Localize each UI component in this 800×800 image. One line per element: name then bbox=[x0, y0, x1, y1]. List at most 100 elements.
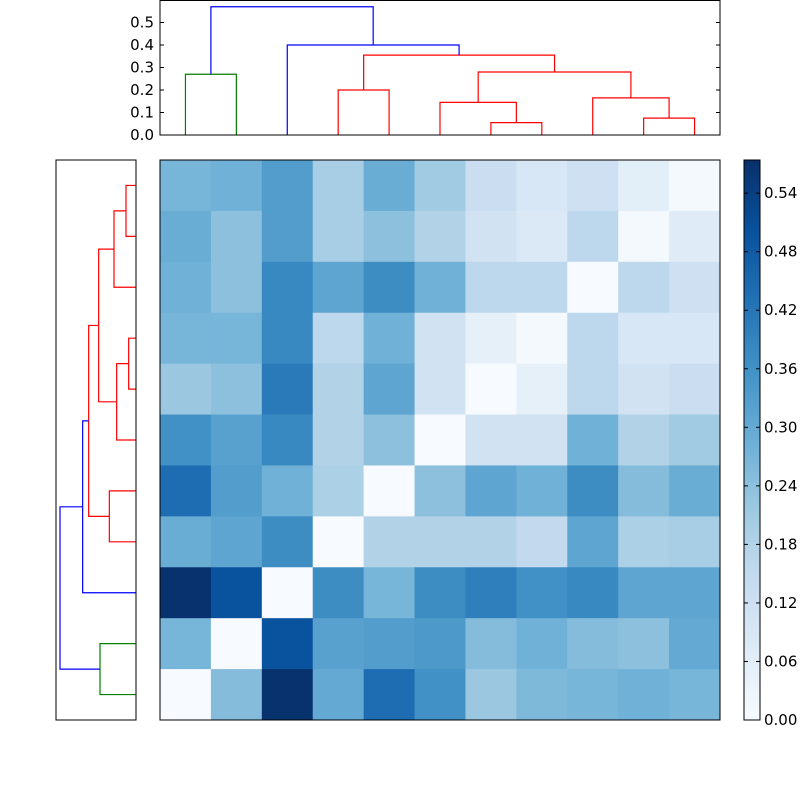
heatmap-cell bbox=[312, 312, 365, 365]
heatmap-cell bbox=[261, 465, 314, 517]
heatmap-cell bbox=[261, 567, 314, 619]
heatmap-frame bbox=[159, 159, 721, 721]
heatmap-cell bbox=[516, 261, 568, 314]
heatmap-cell bbox=[414, 160, 466, 212]
colorbar-tick-label: 0.36 bbox=[764, 360, 797, 378]
heatmap-cell bbox=[160, 363, 212, 416]
heatmap-cell bbox=[618, 363, 670, 416]
heatmap-cell bbox=[567, 669, 619, 721]
heatmap-cell bbox=[414, 465, 466, 517]
heatmap-cell bbox=[618, 160, 670, 212]
colorbar-tick-label: 0.48 bbox=[764, 243, 797, 261]
dendrogram-link bbox=[643, 117, 696, 135]
heatmap-cell bbox=[312, 363, 365, 416]
colorbar-tick-label: 0.18 bbox=[764, 535, 797, 553]
heatmap-cell bbox=[210, 312, 263, 365]
heatmap-cell bbox=[261, 312, 314, 365]
heatmap-cell bbox=[567, 312, 619, 365]
heatmap-cell bbox=[210, 414, 263, 466]
heatmap-cell bbox=[669, 567, 721, 619]
heatmap-cell bbox=[261, 669, 314, 721]
heatmap-cell bbox=[210, 261, 263, 314]
heatmap-cell bbox=[312, 414, 365, 466]
heatmap-cell bbox=[465, 210, 517, 263]
heatmap-cell bbox=[618, 210, 670, 263]
heatmap-cell bbox=[516, 465, 568, 517]
heatmap-cell bbox=[669, 312, 721, 365]
heatmap-cell bbox=[261, 363, 314, 416]
heatmap-cell bbox=[567, 160, 619, 212]
heatmap-cell bbox=[363, 261, 416, 314]
heatmap-cell bbox=[210, 465, 263, 517]
heatmap-cell bbox=[210, 210, 263, 263]
heatmap-cell bbox=[618, 414, 670, 466]
heatmap-cell bbox=[465, 160, 517, 212]
heatmap-cell bbox=[465, 312, 517, 365]
heatmap-cell bbox=[618, 261, 670, 314]
heatmap-cell bbox=[618, 465, 670, 517]
dendrogram-link bbox=[337, 89, 390, 135]
heatmap-cell bbox=[516, 363, 568, 416]
left-dendrogram-frame bbox=[55, 159, 137, 721]
dendrogram-link bbox=[108, 490, 136, 543]
heatmap-cell bbox=[363, 516, 416, 568]
dendrogram-link bbox=[125, 184, 136, 237]
heatmap-cell bbox=[567, 465, 619, 517]
colorbar-bar bbox=[743, 159, 761, 721]
dendrogram-link bbox=[210, 6, 374, 75]
heatmap-cell bbox=[261, 160, 314, 212]
heatmap-cell bbox=[669, 160, 721, 212]
heatmap-cell bbox=[567, 618, 619, 670]
heatmap-cell bbox=[669, 261, 721, 314]
heatmap-cell bbox=[516, 210, 568, 263]
heatmap-cell bbox=[363, 465, 416, 517]
heatmap-cell bbox=[618, 567, 670, 619]
heatmap-cell bbox=[160, 210, 212, 263]
y-tick-label: 0.1 bbox=[130, 104, 154, 122]
dendrogram-link bbox=[128, 337, 136, 390]
heatmap-cell bbox=[516, 669, 568, 721]
heatmap-cell bbox=[414, 210, 466, 263]
heatmap-cell bbox=[465, 261, 517, 314]
heatmap-cell bbox=[312, 160, 365, 212]
heatmap-cell bbox=[363, 160, 416, 212]
heatmap-cell bbox=[414, 669, 466, 721]
heatmap-cell bbox=[618, 312, 670, 365]
colorbar: 0.00 0.06 0.12 0.18 0.24 0.30 0.36 0.42 0.48 0.54 bbox=[743, 159, 797, 729]
heatmap-cell bbox=[567, 261, 619, 314]
heatmap-cell bbox=[414, 618, 466, 670]
heatmap-cell bbox=[363, 567, 416, 619]
heatmap-cell bbox=[160, 618, 212, 670]
heatmap-cell bbox=[516, 312, 568, 365]
dendrogram-link bbox=[490, 122, 543, 135]
heatmap-cell bbox=[414, 414, 466, 466]
heatmap-cell bbox=[261, 261, 314, 314]
heatmap-cell bbox=[516, 516, 568, 568]
dendrogram-link bbox=[59, 506, 100, 670]
heatmap-cell bbox=[363, 210, 416, 263]
colorbar-tick-label: 0.06 bbox=[764, 652, 797, 670]
heatmap-cell bbox=[465, 465, 517, 517]
heatmap-cell bbox=[210, 160, 263, 212]
heatmap-cell bbox=[618, 618, 670, 670]
heatmap-cell bbox=[516, 160, 568, 212]
heatmap-cell bbox=[465, 567, 517, 619]
y-tick-label: 0.5 bbox=[130, 14, 154, 32]
heatmap-cell bbox=[567, 363, 619, 416]
heatmap-cell bbox=[363, 363, 416, 416]
heatmap-cell bbox=[567, 210, 619, 263]
heatmap-cell bbox=[312, 669, 365, 721]
heatmap-cell bbox=[210, 363, 263, 416]
heatmap-cell bbox=[669, 669, 721, 721]
heatmap-cell bbox=[160, 312, 212, 365]
heatmap-cell bbox=[363, 618, 416, 670]
heatmap-cell bbox=[669, 210, 721, 263]
heatmap-cell bbox=[160, 261, 212, 314]
heatmap-cell bbox=[160, 414, 212, 466]
heatmap-cell bbox=[261, 618, 314, 670]
colorbar-tick-label: 0.24 bbox=[764, 477, 797, 495]
heatmap-cell bbox=[465, 516, 517, 568]
heatmap-cell bbox=[669, 618, 721, 670]
colorbar-tick-label: 0.12 bbox=[764, 594, 797, 612]
